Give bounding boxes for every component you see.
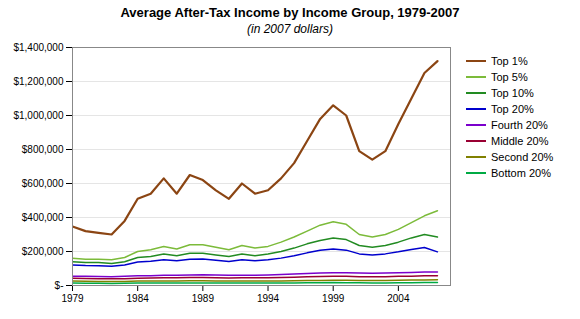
html-text:(in 2007 dollars): (in 2007 dollars) <box>247 22 333 36</box>
svg-text:1999: 1999 <box>322 293 345 304</box>
html-text:Average After-Tax Income by In: Average After-Tax Income by Income Group… <box>120 5 460 20</box>
html-text:Bottom 20%: Bottom 20% <box>491 167 551 179</box>
html-text:Top 20%: Top 20% <box>491 103 534 115</box>
svg-text:$1,400,000: $1,400,000 <box>13 42 63 53</box>
svg-text:2004: 2004 <box>387 293 410 304</box>
svg-text:$600,000: $600,000 <box>22 178 64 189</box>
html-text:Fourth 20%: Fourth 20% <box>491 119 548 131</box>
svg-text:$800,000: $800,000 <box>22 144 64 155</box>
svg-text:1994: 1994 <box>257 293 280 304</box>
html-text:Top 5%: Top 5% <box>491 71 528 83</box>
svg-text:$400,000: $400,000 <box>22 212 64 223</box>
svg-text:1989: 1989 <box>192 293 215 304</box>
html-text:Top 1%: Top 1% <box>491 55 528 67</box>
svg-text:1984: 1984 <box>127 293 150 304</box>
html-text:Top 10%: Top 10% <box>491 87 534 99</box>
svg-text:$1,000,000: $1,000,000 <box>13 110 63 121</box>
html-text:Second 20%: Second 20% <box>491 151 554 163</box>
html-text:Middle 20%: Middle 20% <box>491 135 549 147</box>
svg-text:1979: 1979 <box>61 293 84 304</box>
svg-text:$-: $- <box>55 280 64 291</box>
svg-text:$1,200,000: $1,200,000 <box>13 76 63 87</box>
svg-text:$200,000: $200,000 <box>22 246 64 257</box>
